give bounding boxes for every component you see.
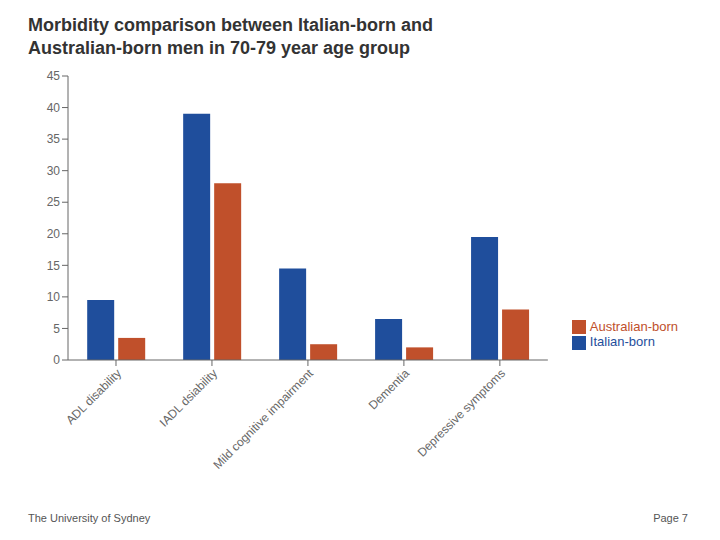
svg-text:Dementia: Dementia: [366, 366, 412, 412]
html-text:Page 7: Page 7: [653, 512, 688, 524]
html-text:Morbidity comparison between I: Morbidity comparison between Italian-bor…: [28, 15, 433, 35]
svg-text:Mild cognitive impairment: Mild cognitive impairment: [210, 366, 316, 472]
html-text:The University of Sydney: The University of Sydney: [28, 512, 151, 524]
svg-text:15: 15: [47, 259, 61, 273]
svg-text:10: 10: [47, 290, 61, 304]
svg-text:Depressive symptoms: Depressive symptoms: [415, 366, 508, 459]
html-text:Italian-born: Italian-born: [589, 334, 655, 350]
svg-text:35: 35: [47, 132, 61, 146]
svg-text:40: 40: [47, 101, 61, 115]
svg-text:IADL dsiability: IADL dsiability: [157, 366, 220, 429]
svg-text:45: 45: [47, 69, 61, 83]
html-text:Australian-born: Australian-born: [589, 318, 678, 334]
svg-text:5: 5: [53, 322, 60, 336]
svg-text:25: 25: [47, 195, 61, 209]
svg-text:ADL disability: ADL disability: [63, 366, 124, 427]
svg-text:30: 30: [47, 164, 61, 178]
svg-text:0: 0: [53, 353, 60, 367]
svg-text:20: 20: [47, 227, 61, 241]
html-text:Australian-born men in 70-79 y: Australian-born men in 70-79 year age gr…: [28, 38, 411, 58]
